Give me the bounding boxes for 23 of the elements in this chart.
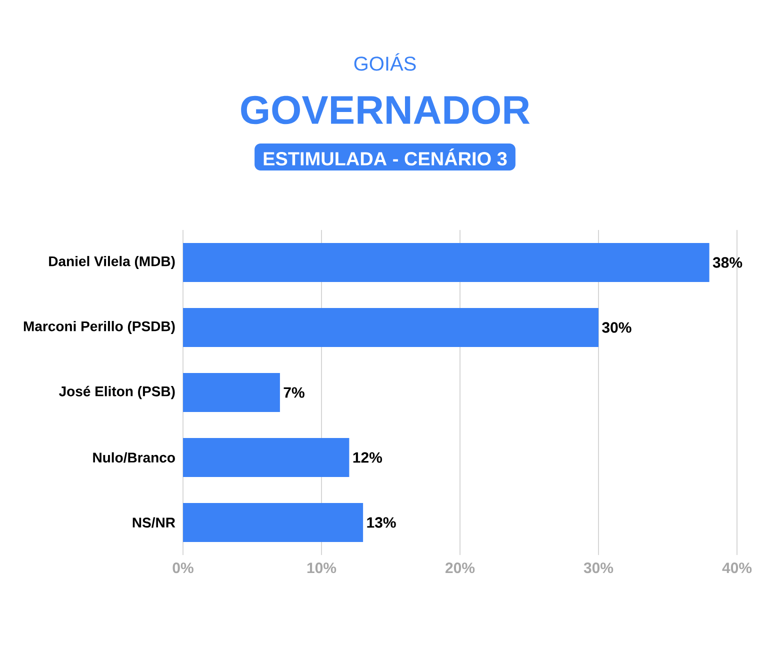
x-tick-label: 10% — [307, 562, 336, 574]
chart-subtitle: ESTIMULADA - CENÁRIO 3 — [264, 148, 507, 166]
chart-title: GOVERNADOR — [241, 96, 530, 124]
data-label: 12% — [353, 452, 382, 463]
bar — [183, 243, 710, 282]
y-tick-label: NS/NR — [132, 517, 176, 528]
bar — [183, 438, 350, 477]
y-tick-label: Daniel Vilela (MDB) — [49, 256, 175, 270]
text: GOIÁS — [354, 53, 416, 71]
y-tick-label: Nulo/Branco — [93, 452, 175, 463]
x-tick-label: 0% — [172, 562, 194, 574]
bar — [183, 373, 280, 412]
data-label: 38% — [712, 257, 742, 268]
x-tick-label: 40% — [722, 562, 752, 574]
y-tick-label: Marconi Perillo (PSDB) — [24, 320, 175, 334]
data-label: 13% — [367, 517, 396, 528]
bar — [183, 308, 599, 347]
y-tick-label: José Eliton (PSB) — [59, 386, 175, 400]
data-label: 30% — [602, 322, 632, 333]
x-tick-label: 20% — [446, 562, 475, 574]
bar — [183, 503, 364, 542]
data-label: 7% — [284, 387, 304, 398]
x-tick-label: 30% — [584, 562, 614, 574]
